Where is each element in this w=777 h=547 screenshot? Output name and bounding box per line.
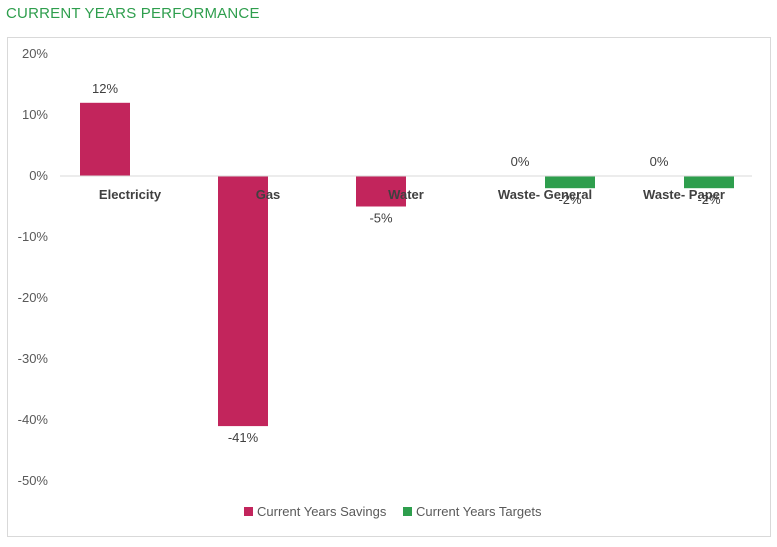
category-label: Gas <box>256 187 281 202</box>
category-label: Electricity <box>99 187 162 202</box>
savings-bar <box>218 176 268 427</box>
savings-bar <box>356 176 406 207</box>
targets-bar <box>545 176 595 189</box>
category-label: Waste- General <box>498 187 592 202</box>
y-tick-label: -10% <box>18 229 49 244</box>
savings-data-label: 0% <box>650 154 669 169</box>
y-tick-label: -30% <box>18 351 49 366</box>
y-tick-label: -50% <box>18 473 49 488</box>
legend-swatch-savings <box>244 507 253 516</box>
legend-label-targets: Current Years Targets <box>416 504 542 519</box>
targets-data-label: -2% <box>558 192 582 207</box>
targets-bar <box>684 176 734 189</box>
y-tick-label: 10% <box>22 107 48 122</box>
savings-data-label: -5% <box>369 211 393 226</box>
category-label: Water <box>388 187 424 202</box>
y-tick-label: 20% <box>22 46 48 61</box>
savings-data-label: 12% <box>92 81 118 96</box>
chart-title: CURRENT YEARS PERFORMANCE <box>6 5 260 22</box>
chart-frame <box>7 37 771 537</box>
y-tick-label: 0% <box>29 168 48 183</box>
savings-bar <box>80 102 130 176</box>
targets-data-label: -2% <box>697 192 721 207</box>
savings-data-label: 0% <box>511 154 530 169</box>
legend-label-savings: Current Years Savings <box>257 504 387 519</box>
legend-swatch-targets <box>403 507 412 516</box>
savings-data-label: -41% <box>228 430 259 445</box>
y-tick-label: -40% <box>18 412 49 427</box>
category-label: Waste- Paper <box>643 187 725 202</box>
y-tick-label: -20% <box>18 290 49 305</box>
